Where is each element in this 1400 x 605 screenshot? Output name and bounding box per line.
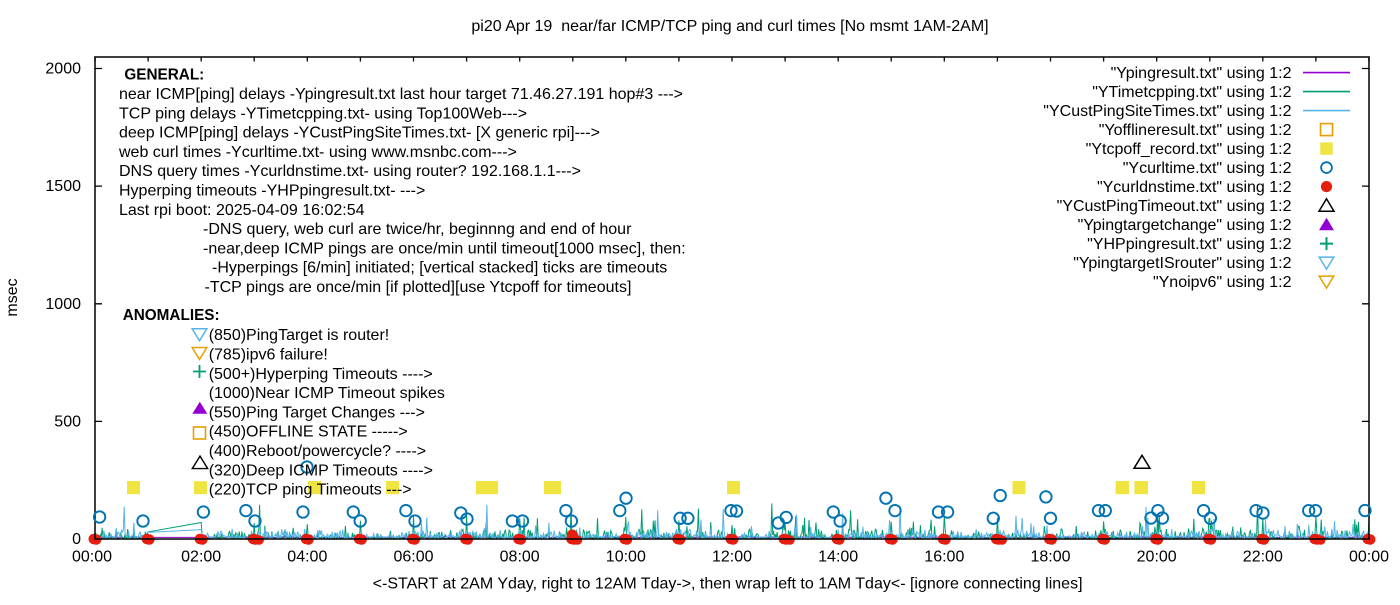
svg-text:ANOMALIES:: ANOMALIES:: [123, 307, 220, 324]
svg-text:DNS query times -Ycurldnstime.: DNS query times -Ycurldnstime.txt- using…: [119, 163, 581, 180]
svg-text:04:00: 04:00: [287, 549, 327, 566]
svg-text:(785)ipv6 failure!: (785)ipv6 failure!: [209, 347, 328, 364]
svg-text:"Ytcpoff_record.txt" using 1:2: "Ytcpoff_record.txt" using 1:2: [1086, 141, 1292, 158]
svg-text:10:00: 10:00: [606, 549, 646, 566]
svg-text:500: 500: [54, 413, 81, 430]
svg-text:"YCustPingSiteTimes.txt" using: "YCustPingSiteTimes.txt" using 1:2: [1043, 103, 1291, 120]
svg-text:pi20 Apr 19 near/far ICMP/TCP: pi20 Apr 19 near/far ICMP/TCP ping and c…: [471, 18, 988, 35]
svg-text:Last rpi boot: 2025-04-09 16:0: Last rpi boot: 2025-04-09 16:02:54: [119, 202, 365, 219]
svg-text:(220)TCP ping Timeouts --->: (220)TCP ping Timeouts --->: [209, 482, 412, 499]
svg-text:(550)Ping Target Changes --->: (550)Ping Target Changes --->: [209, 404, 425, 421]
svg-text:00:00: 00:00: [1349, 549, 1389, 566]
svg-text:14:00: 14:00: [818, 549, 858, 566]
svg-text:-near,deep ICMP pings are once: -near,deep ICMP pings are once/min until…: [203, 240, 686, 257]
svg-text:12:00: 12:00: [712, 549, 752, 566]
svg-text:0: 0: [72, 531, 81, 548]
svg-text:16:00: 16:00: [924, 549, 964, 566]
svg-text:20:00: 20:00: [1137, 549, 1177, 566]
svg-text:"YpingtargetISrouter" using 1:: "YpingtargetISrouter" using 1:2: [1073, 255, 1291, 272]
svg-text:TCP ping delays -YTimetcpping.: TCP ping delays -YTimetcpping.txt- using…: [119, 105, 527, 122]
svg-text:(400)Reboot/powercycle? ---->: (400)Reboot/powercycle? ---->: [209, 443, 426, 460]
svg-text:<-START at 2AM Yday, right to: <-START at 2AM Yday, right to 12AM Tday-…: [373, 576, 1083, 593]
svg-text:"Ypingtargetchange" using 1:2: "Ypingtargetchange" using 1:2: [1078, 217, 1292, 234]
svg-text:GENERAL:: GENERAL:: [124, 67, 204, 84]
svg-text:18:00: 18:00: [1030, 549, 1070, 566]
svg-text:(1000)Near ICMP Timeout spikes: (1000)Near ICMP Timeout spikes: [209, 385, 445, 402]
svg-text:-Hyperpings [6/min] initiated;: -Hyperpings [6/min] initiated; [vertical…: [212, 260, 667, 277]
svg-text:deep ICMP[ping] delays -YCustP: deep ICMP[ping] delays -YCustPingSiteTim…: [119, 125, 600, 142]
svg-text:msec: msec: [4, 278, 21, 316]
svg-text:"YTimetcpping.txt" using 1:2: "YTimetcpping.txt" using 1:2: [1092, 84, 1291, 101]
svg-text:(320)Deep ICMP Timeouts ---->: (320)Deep ICMP Timeouts ---->: [209, 462, 433, 479]
svg-text:1000: 1000: [45, 296, 81, 313]
svg-text:near ICMP[ping] delays -Ypingr: near ICMP[ping] delays -Ypingresult.txt …: [119, 86, 683, 103]
svg-text:-DNS query, web curl are twice: -DNS query, web curl are twice/hr, begin…: [203, 221, 632, 238]
svg-text:"Ynoipv6" using 1:2: "Ynoipv6" using 1:2: [1153, 274, 1292, 291]
svg-text:08:00: 08:00: [500, 549, 540, 566]
svg-text:2000: 2000: [45, 61, 81, 78]
svg-text:(850)PingTarget is router!: (850)PingTarget is router!: [209, 327, 390, 344]
svg-text:Hyperping timeouts -YHPpingres: Hyperping timeouts -YHPpingresult.txt- -…: [119, 183, 425, 200]
svg-text:"Yofflineresult.txt" using 1:2: "Yofflineresult.txt" using 1:2: [1099, 122, 1292, 139]
svg-text:22:00: 22:00: [1243, 549, 1283, 566]
svg-text:00:00: 00:00: [72, 549, 112, 566]
svg-text:(500+)Hyperping Timeouts ---->: (500+)Hyperping Timeouts ---->: [209, 366, 433, 383]
svg-text:02:00: 02:00: [181, 549, 221, 566]
svg-text:-TCP pings are once/min [if pl: -TCP pings are once/min [if plotted][use…: [205, 279, 632, 296]
svg-text:"YCustPingTimeout.txt" using 1: "YCustPingTimeout.txt" using 1:2: [1057, 198, 1292, 215]
svg-text:(450)OFFLINE STATE ----->: (450)OFFLINE STATE ----->: [209, 424, 408, 441]
svg-text:"Ypingresult.txt" using 1:2: "Ypingresult.txt" using 1:2: [1111, 65, 1292, 82]
svg-text:"Ycurldnstime.txt" using 1:2: "Ycurldnstime.txt" using 1:2: [1097, 179, 1292, 196]
svg-text:"YHPpingresult.txt" using 1:2: "YHPpingresult.txt" using 1:2: [1087, 236, 1291, 253]
svg-text:"Ycurltime.txt" using 1:2: "Ycurltime.txt" using 1:2: [1123, 160, 1292, 177]
svg-text:06:00: 06:00: [393, 549, 433, 566]
svg-text:web curl times -Ycurltime.txt-: web curl times -Ycurltime.txt- using www…: [118, 144, 517, 161]
svg-text:1500: 1500: [45, 178, 81, 195]
